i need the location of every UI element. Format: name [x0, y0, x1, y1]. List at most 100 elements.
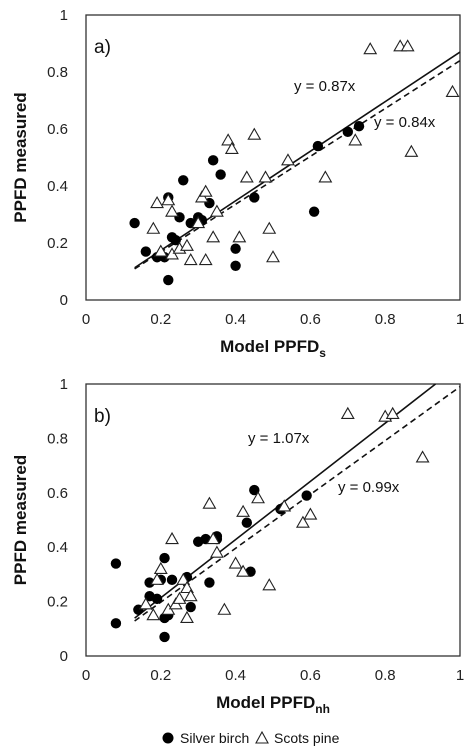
point-silver-birch [110, 558, 122, 569]
y-tick-label: 0.4 [47, 539, 68, 556]
x-tick-label: 1 [456, 667, 464, 684]
point-scots-pine [146, 608, 161, 621]
point-scots-pine [138, 597, 153, 610]
point-scots-pine [176, 572, 191, 585]
point-scots-pine [153, 244, 168, 257]
fit-line-dashed [134, 386, 461, 622]
point-scots-pine [180, 238, 194, 251]
point-silver-birch [140, 246, 152, 257]
point-scots-pine [266, 250, 280, 263]
point-scots-pine [217, 602, 232, 615]
point-scots-pine [251, 491, 265, 504]
point-scots-pine [318, 170, 333, 183]
x-tick-label: 0.4 [225, 311, 246, 328]
point-scots-pine [150, 572, 165, 585]
fit-equation: y = 0.84x [374, 114, 436, 131]
x-axis-title: Model PPFDnh [216, 693, 330, 716]
point-silver-birch [185, 601, 196, 613]
x-tick-label: 0.8 [375, 311, 396, 328]
point-scots-pine [183, 252, 198, 266]
point-scots-pine [209, 545, 224, 558]
x-tick-label: 0.6 [300, 667, 321, 684]
point-silver-birch [144, 577, 155, 588]
point-scots-pine [206, 230, 221, 243]
point-scots-pine [165, 531, 179, 545]
x-tick-label: 1 [456, 311, 464, 328]
point-silver-birch [178, 175, 189, 186]
point-scots-pine [221, 133, 236, 146]
point-silver-birch [241, 517, 253, 528]
panel-a: 0 0.2 0.4 0.6 0.8 1 0 0.2 0.4 0.6 0.8 1 Model PPFDs P… [11, 7, 464, 360]
point-silver-birch [312, 140, 324, 152]
point-silver-birch [151, 593, 163, 605]
y-tick-label: 0 [60, 648, 68, 665]
point-silver-birch [230, 243, 241, 254]
point-silver-birch [215, 169, 226, 180]
point-silver-birch [308, 206, 320, 217]
fit-line-solid [134, 51, 461, 269]
x-tick-label: 0 [82, 667, 90, 684]
point-scots-pine [404, 144, 419, 157]
point-scots-pine [153, 561, 168, 575]
point-scots-pine [224, 141, 239, 154]
panel-b: 0 0.2 0.4 0.6 0.8 1 0 0.2 0.4 0.6 0.8 1 Model PPFDnh… [11, 376, 464, 716]
point-scots-pine [191, 215, 206, 229]
y-tick-label: 0.8 [47, 430, 68, 447]
point-scots-pine [180, 580, 194, 594]
legend-marker-silver-birch [162, 732, 174, 744]
point-scots-pine [232, 230, 247, 243]
y-axis-title: PPFD measured [11, 455, 30, 585]
point-scots-pine [385, 406, 400, 419]
point-scots-pine [239, 170, 254, 183]
point-scots-pine [183, 589, 198, 602]
panel-label: a) [94, 37, 111, 58]
panel-label: b) [94, 406, 111, 427]
point-scots-pine [400, 39, 415, 52]
y-tick-label: 0.2 [47, 235, 68, 252]
point-scots-pine [281, 153, 295, 166]
y-tick-label: 1 [60, 376, 68, 393]
x-tick-label: 0.6 [300, 311, 321, 328]
point-scots-pine [262, 578, 277, 591]
x-tick-label: 0.2 [150, 311, 171, 328]
y-axis-title: PPFD measured [11, 92, 30, 222]
point-scots-pine [198, 252, 213, 266]
x-tick-label: 0.4 [225, 667, 246, 684]
legend-label: Silver birch [180, 730, 249, 746]
point-scots-pine [348, 133, 363, 146]
y-tick-label: 0.8 [47, 64, 68, 81]
point-scots-pine [146, 221, 161, 234]
point-scots-pine [303, 507, 318, 520]
point-scots-pine [198, 184, 213, 197]
point-silver-birch [159, 552, 170, 564]
point-silver-birch [204, 577, 215, 588]
point-scots-pine [202, 496, 217, 509]
point-silver-birch [353, 120, 365, 132]
plot-frame [85, 383, 461, 657]
point-scots-pine [262, 221, 277, 234]
point-scots-pine [236, 564, 251, 577]
y-tick-label: 0.6 [47, 485, 68, 502]
x-tick-label: 0.2 [150, 667, 171, 684]
fit-line-dashed [134, 59, 461, 270]
y-tick-label: 1 [60, 7, 68, 24]
x-tick-label: 0.8 [375, 667, 396, 684]
x-tick-label: 0 [82, 311, 90, 328]
point-scots-pine [445, 84, 460, 97]
point-scots-pine [180, 610, 194, 623]
point-silver-birch [207, 155, 219, 166]
point-scots-pine [258, 170, 273, 183]
point-scots-pine [206, 531, 221, 545]
point-scots-pine [209, 204, 224, 217]
point-silver-birch [342, 126, 353, 138]
point-scots-pine [161, 193, 176, 206]
point-silver-birch [230, 260, 241, 271]
point-silver-birch [249, 484, 260, 496]
point-scots-pine [172, 591, 187, 604]
y-tick-label: 0.4 [47, 178, 68, 195]
point-silver-birch [110, 618, 122, 629]
point-scots-pine [415, 450, 430, 463]
point-silver-birch [249, 192, 260, 203]
y-tick-label: 0 [60, 292, 68, 309]
